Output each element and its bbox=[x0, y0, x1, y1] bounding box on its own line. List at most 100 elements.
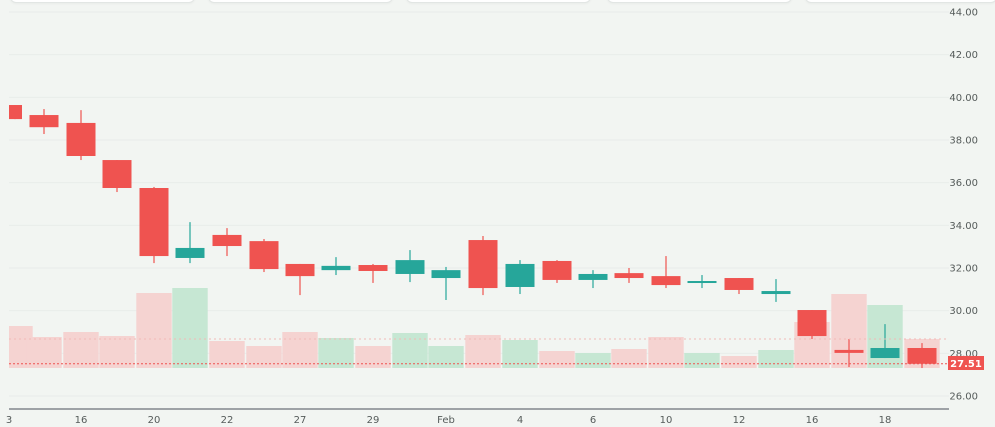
candle-body bbox=[358, 265, 388, 271]
volume-bar bbox=[611, 349, 647, 368]
price-tick-label: 40.00 bbox=[949, 93, 978, 104]
price-tick-label: 44.00 bbox=[949, 8, 978, 19]
time-tick-label: 16 bbox=[806, 415, 819, 426]
candle[interactable] bbox=[175, 222, 205, 264]
volume-bar bbox=[539, 351, 575, 368]
candle-body bbox=[687, 281, 717, 284]
candle[interactable] bbox=[724, 278, 754, 295]
candles bbox=[9, 105, 937, 369]
candle-body bbox=[505, 263, 535, 287]
candle[interactable] bbox=[578, 270, 608, 289]
candle[interactable] bbox=[102, 160, 132, 193]
price-tick-label: 42.00 bbox=[949, 50, 978, 61]
price-tick-label: 32.00 bbox=[949, 264, 978, 275]
volume-bar bbox=[318, 338, 354, 368]
candle-body bbox=[249, 241, 279, 270]
price-tick-label: 38.00 bbox=[949, 136, 978, 147]
candle-body bbox=[761, 291, 791, 295]
volume-bar bbox=[172, 288, 208, 368]
time-tick-label: 29 bbox=[367, 415, 380, 426]
candle-body bbox=[321, 265, 351, 271]
candle-body bbox=[395, 260, 425, 274]
candle[interactable] bbox=[834, 339, 864, 367]
candle[interactable] bbox=[542, 260, 572, 283]
candle[interactable] bbox=[321, 257, 351, 276]
candle-body bbox=[870, 348, 900, 359]
time-tick-label: 18 bbox=[879, 415, 892, 426]
last-price-badge bbox=[948, 356, 984, 370]
candle[interactable] bbox=[395, 250, 425, 283]
time-tick-label: 4 bbox=[517, 415, 523, 426]
time-tick-label: 16 bbox=[75, 415, 88, 426]
volume-bar bbox=[575, 353, 611, 368]
time-tick-label: 6 bbox=[590, 415, 596, 426]
volume-bar bbox=[63, 332, 99, 368]
price-tick-label: 34.00 bbox=[949, 221, 978, 232]
volume-bar bbox=[758, 350, 794, 368]
candle[interactable] bbox=[212, 228, 242, 257]
candle-body bbox=[29, 115, 59, 128]
candle-body bbox=[834, 349, 864, 353]
time-tick-label: Feb bbox=[437, 415, 455, 426]
top-cards bbox=[0, 0, 995, 3]
last-price-lines bbox=[9, 338, 948, 365]
candle-body bbox=[212, 234, 242, 247]
last-price-label: 27.51 bbox=[950, 359, 982, 370]
candle-body bbox=[542, 260, 572, 280]
volume-bar bbox=[99, 336, 135, 368]
candle[interactable] bbox=[651, 256, 681, 289]
price-axis[interactable]: 44.00 42.00 40.00 38.00 36.00 34.00 32.00 30.00… bbox=[949, 8, 978, 403]
volume-bar bbox=[392, 333, 428, 368]
candle-body bbox=[285, 263, 315, 277]
candle[interactable] bbox=[468, 236, 498, 296]
candle-body bbox=[651, 276, 681, 286]
time-tick-label: 20 bbox=[148, 415, 161, 426]
volume-bar bbox=[721, 356, 757, 368]
candle[interactable] bbox=[614, 268, 644, 283]
candle[interactable] bbox=[29, 109, 59, 135]
volume-bar bbox=[246, 346, 282, 368]
volume-bar bbox=[26, 337, 62, 368]
volume-bar bbox=[502, 340, 538, 368]
volume-bars bbox=[9, 288, 940, 368]
candle-body bbox=[9, 105, 22, 120]
candle[interactable] bbox=[358, 263, 388, 283]
candle[interactable] bbox=[870, 324, 900, 359]
candle-body bbox=[102, 160, 132, 188]
candle[interactable] bbox=[431, 266, 461, 300]
candle-body bbox=[614, 273, 644, 279]
volume-bar bbox=[684, 353, 720, 368]
candle[interactable] bbox=[505, 260, 535, 295]
time-tick-label: 27 bbox=[294, 415, 307, 426]
candle[interactable] bbox=[761, 279, 791, 302]
candle-body bbox=[66, 122, 96, 156]
volume-bar bbox=[428, 346, 464, 368]
price-tick-label: 28.00 bbox=[949, 349, 978, 360]
candle[interactable] bbox=[249, 238, 279, 273]
candle[interactable] bbox=[66, 110, 96, 161]
volume-bar bbox=[465, 335, 501, 368]
candle-body bbox=[431, 270, 461, 279]
volume-bar bbox=[282, 332, 318, 368]
candle-body bbox=[139, 188, 169, 257]
candle[interactable] bbox=[139, 186, 169, 264]
candle-body bbox=[907, 348, 937, 364]
time-axis[interactable]: 3 16 20 22 27 29 Feb 4 6 10 12 16 18 bbox=[6, 415, 892, 426]
volume-bar bbox=[355, 346, 391, 368]
time-tick-label: 12 bbox=[733, 415, 746, 426]
candle-body bbox=[724, 278, 754, 290]
candle[interactable] bbox=[687, 275, 717, 289]
time-tick-label: 3 bbox=[6, 415, 12, 426]
price-tick-label: 26.00 bbox=[949, 392, 978, 403]
candle[interactable] bbox=[797, 310, 827, 340]
volume-bar bbox=[136, 293, 172, 368]
price-tick-label: 30.00 bbox=[949, 306, 978, 317]
candle[interactable] bbox=[9, 105, 22, 120]
candle[interactable] bbox=[285, 263, 315, 296]
candle-body bbox=[797, 310, 827, 337]
time-tick-label: 22 bbox=[221, 415, 234, 426]
volume-bar bbox=[648, 337, 684, 368]
candle-body bbox=[578, 273, 608, 280]
last-price-tag: 27.51 bbox=[948, 356, 984, 370]
